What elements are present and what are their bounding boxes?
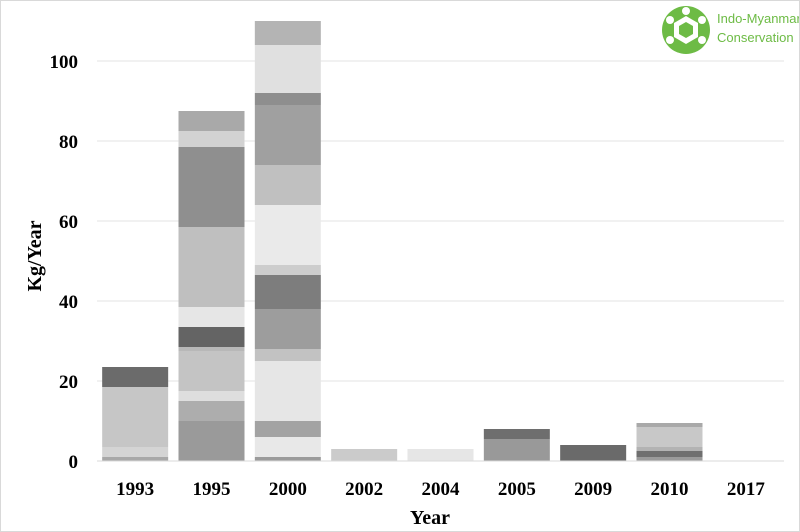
bar-segment-2000-13: [254, 21, 321, 45]
bar-segment-2000-12: [254, 45, 321, 93]
bar-segment-1995-9: [178, 131, 245, 147]
bars: [102, 21, 703, 461]
x-tick-label-2017: 2017: [727, 479, 766, 500]
bar-segment-2000-3: [254, 361, 321, 421]
x-tick-label-1995: 1995: [193, 479, 231, 500]
bar-segment-2000-7: [254, 265, 321, 275]
y-tick-label: 80: [59, 132, 78, 153]
bar-segment-1995-10: [178, 111, 245, 131]
turtle-logo-icon: [662, 6, 710, 54]
bar-segment-1995-4: [178, 347, 245, 351]
x-tick-label-2009: 2009: [574, 479, 612, 500]
bar-segment-1995-6: [178, 307, 245, 327]
bar-segment-2002-0: [331, 449, 398, 461]
x-axis-title: Year: [410, 507, 450, 529]
bar-segment-2005-0: [483, 439, 550, 461]
bar-segment-2000-9: [254, 165, 321, 205]
bar-segment-1995-7: [178, 227, 245, 307]
bar-segment-1995-3: [178, 351, 245, 391]
bar-segment-1995-0: [178, 421, 245, 461]
y-tick-label: 40: [59, 292, 78, 313]
x-tick-label-2000: 2000: [269, 479, 307, 500]
bar-segment-1993-2: [102, 387, 169, 447]
bar-segment-2000-2: [254, 421, 321, 437]
bar-segment-2000-6: [254, 275, 321, 309]
bar-segment-2010-3: [636, 427, 703, 447]
bar-segment-2000-4: [254, 349, 321, 361]
bar-segment-1995-5: [178, 327, 245, 347]
bar-segment-1995-2: [178, 391, 245, 401]
bar-segment-2000-5: [254, 309, 321, 349]
bar-segment-2000-0: [254, 457, 321, 461]
bar-segment-1995-8: [178, 147, 245, 227]
bar-segment-2010-2: [636, 447, 703, 451]
y-tick-label: 20: [59, 372, 78, 393]
logo: Indo-Myanmar Conservation: [662, 6, 799, 54]
bar-segment-2000-1: [254, 437, 321, 457]
x-tick-label-2010: 2010: [651, 479, 689, 500]
y-tick-label: 100: [50, 52, 79, 73]
bar-segment-1993-0: [102, 457, 169, 461]
y-tick-label: 0: [69, 452, 79, 473]
bar-segment-1995-1: [178, 401, 245, 421]
bar-segment-1993-1: [102, 447, 169, 457]
bar-segment-2004-0: [407, 449, 474, 461]
bar-segment-2000-11: [254, 93, 321, 105]
bar-segment-2000-10: [254, 105, 321, 165]
logo-text-line2: Conservation: [717, 30, 794, 45]
bar-segment-2010-4: [636, 423, 703, 427]
bar-segment-2010-0: [636, 457, 703, 461]
x-tick-label-1993: 1993: [116, 479, 154, 500]
x-axis-ticks: 1993 1995 2000 2002 2004 2005 2009 2010 2017: [116, 479, 765, 500]
x-tick-label-2002: 2002: [345, 479, 383, 500]
x-tick-label-2004: 2004: [422, 479, 461, 500]
y-axis-title: Kg/Year: [24, 220, 46, 291]
logo-text-line1: Indo-Myanmar: [717, 11, 799, 26]
bar-segment-2005-1: [483, 429, 550, 439]
bar-segment-2010-1: [636, 451, 703, 457]
bar-segment-1993-3: [102, 367, 169, 387]
y-axis-ticks: 0 20 40 60 80 100: [50, 52, 79, 473]
bar-segment-2000-8: [254, 205, 321, 265]
bar-segment-2009-0: [560, 445, 627, 461]
y-tick-label: 60: [59, 212, 78, 233]
x-tick-label-2005: 2005: [498, 479, 536, 500]
